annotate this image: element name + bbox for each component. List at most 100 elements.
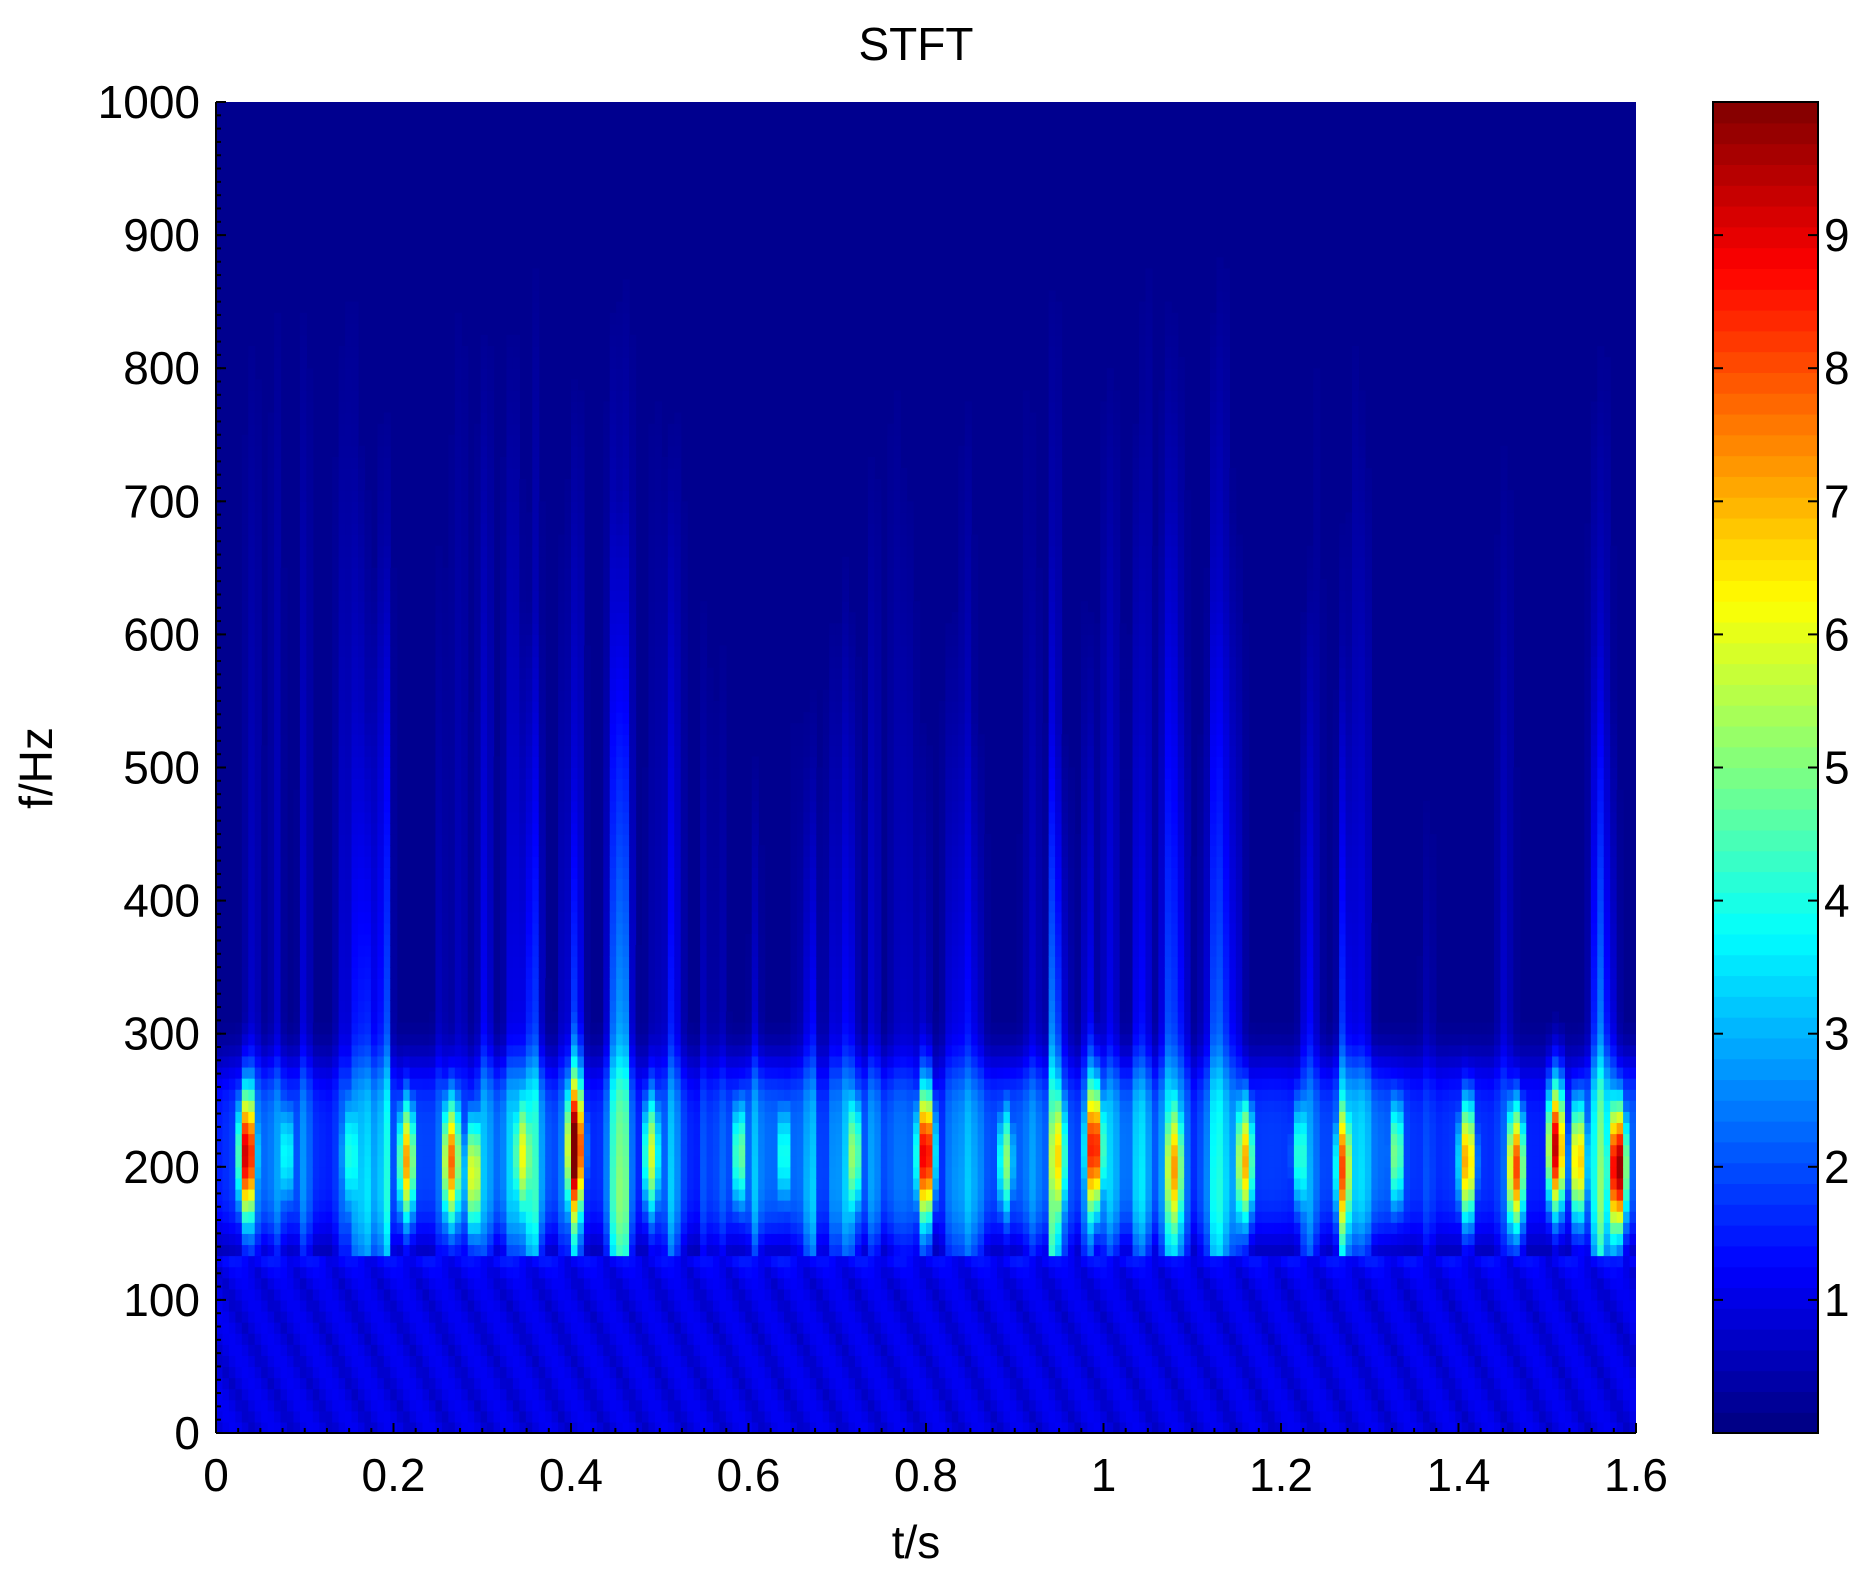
spectrogram-cell: [487, 368, 495, 380]
spectrogram-cell: [480, 767, 488, 780]
spectrogram-cell: [474, 601, 482, 613]
spectrogram-cell: [609, 1277, 617, 1290]
spectrogram-cell: [577, 501, 585, 513]
spectrogram-cell: [532, 1366, 540, 1379]
spectrogram-cell: [383, 767, 391, 780]
spectrogram-cell: [487, 1244, 495, 1257]
spectrogram-cell: [603, 1133, 611, 1146]
spectrogram-cell: [383, 1111, 391, 1124]
spectrogram-cell: [622, 1188, 630, 1201]
spectrogram-cell: [377, 1211, 385, 1223]
spectrogram-cell: [287, 1078, 295, 1090]
spectrogram-cell: [603, 512, 611, 525]
spectrogram-cell: [396, 1366, 404, 1379]
spectrogram-cell: [299, 1055, 307, 1068]
spectrogram-cell: [500, 967, 508, 979]
spectrogram-cell: [377, 956, 385, 968]
spectrogram-cell: [577, 578, 585, 591]
spectrogram-cell: [506, 889, 514, 902]
spectrogram-cell: [358, 1322, 366, 1334]
spectrogram-cell: [299, 323, 307, 336]
spectrogram-cell: [306, 1089, 314, 1101]
spectrogram-cell: [538, 1089, 546, 1101]
spectrogram-cell: [306, 634, 314, 647]
spectrogram-cell: [254, 1200, 262, 1212]
spectrogram-cell: [454, 1211, 462, 1223]
spectrogram-cell: [500, 490, 508, 502]
spectrogram-cell: [564, 1388, 572, 1401]
spectrogram-cell: [564, 1022, 572, 1035]
spectrogram-cell: [280, 967, 288, 979]
spectrogram-cell: [622, 1000, 630, 1013]
spectrogram-cell: [622, 1399, 630, 1412]
spectrogram-cell: [377, 1255, 385, 1268]
spectrogram-cell: [267, 1111, 275, 1124]
spectrogram-cell: [241, 911, 249, 924]
spectrogram-cell: [435, 1211, 443, 1223]
spectrogram-cell: [338, 1166, 346, 1179]
spectrogram-cell: [364, 1111, 372, 1124]
spectrogram-cell: [558, 712, 566, 724]
spectrogram-cell: [409, 1166, 417, 1179]
spectrogram-cell: [571, 789, 579, 802]
spectrogram-cell: [635, 1421, 643, 1433]
spectrogram-cell: [448, 468, 456, 480]
spectrogram-cell: [396, 1122, 404, 1135]
spectrogram-cell: [351, 567, 359, 580]
spectrogram-cell: [506, 1089, 514, 1101]
spectrogram-cell: [332, 789, 340, 802]
spectrogram-cell: [351, 1266, 359, 1279]
spectrogram-cell: [474, 800, 482, 813]
spectrogram-cell: [351, 1233, 359, 1246]
spectrogram-cell: [429, 1266, 437, 1279]
spectrogram-cell: [293, 1244, 301, 1257]
spectrogram-cell: [280, 800, 288, 813]
spectrogram-cell: [248, 656, 256, 669]
spectrogram-cell: [261, 1244, 269, 1257]
spectrogram-cell: [358, 1155, 366, 1168]
spectrogram-cell: [306, 689, 314, 702]
spectrogram-cell: [500, 723, 508, 735]
spectrogram-cell: [480, 1022, 488, 1035]
spectrogram-cell: [467, 789, 475, 802]
spectrogram-cell: [364, 1310, 372, 1323]
spectrogram-cell: [532, 867, 540, 880]
spectrogram-cell: [461, 1421, 469, 1433]
spectrogram-cell: [571, 944, 579, 957]
spectrogram-cell: [358, 1410, 366, 1423]
spectrogram-cell: [577, 1421, 585, 1433]
spectrogram-cell: [583, 1044, 591, 1057]
spectrogram-cell: [274, 1011, 282, 1024]
spectrogram-cell: [338, 956, 346, 968]
spectrogram-cell: [461, 578, 469, 591]
spectrogram-cell: [609, 323, 617, 336]
spectrogram-cell: [448, 1033, 456, 1046]
spectrogram-cell: [642, 1310, 650, 1323]
spectrogram-cell: [532, 334, 540, 347]
spectrogram-cell: [512, 1421, 520, 1433]
spectrogram-cell: [493, 834, 501, 846]
spectrogram-cell: [538, 1144, 546, 1157]
spectrogram-cell: [345, 734, 353, 746]
spectrogram-cell: [435, 1000, 443, 1013]
spectrogram-cell: [474, 556, 482, 569]
spectrogram-cell: [571, 667, 579, 680]
spectrogram-cell: [267, 501, 275, 513]
spectrogram-cell: [571, 523, 579, 536]
spectrogram-cell: [441, 1233, 449, 1246]
spectrogram-cell: [512, 1111, 520, 1124]
spectrogram-cell: [332, 889, 340, 902]
spectrogram-cell: [235, 1044, 243, 1057]
spectrogram-cell: [390, 856, 398, 868]
spectrogram-cell: [416, 1100, 424, 1112]
spectrogram-cell: [248, 978, 256, 990]
spectrogram-cell: [370, 1333, 378, 1345]
spectrogram-cell: [332, 1078, 340, 1090]
spectrogram-cell: [293, 1111, 301, 1124]
spectrogram-cell: [506, 1310, 514, 1323]
spectrogram-cell: [441, 1355, 449, 1368]
spectrogram-cell: [454, 456, 462, 469]
spectrogram-cell: [254, 1044, 262, 1057]
spectrogram-cell: [545, 1211, 553, 1223]
spectrogram-cell: [500, 479, 508, 491]
